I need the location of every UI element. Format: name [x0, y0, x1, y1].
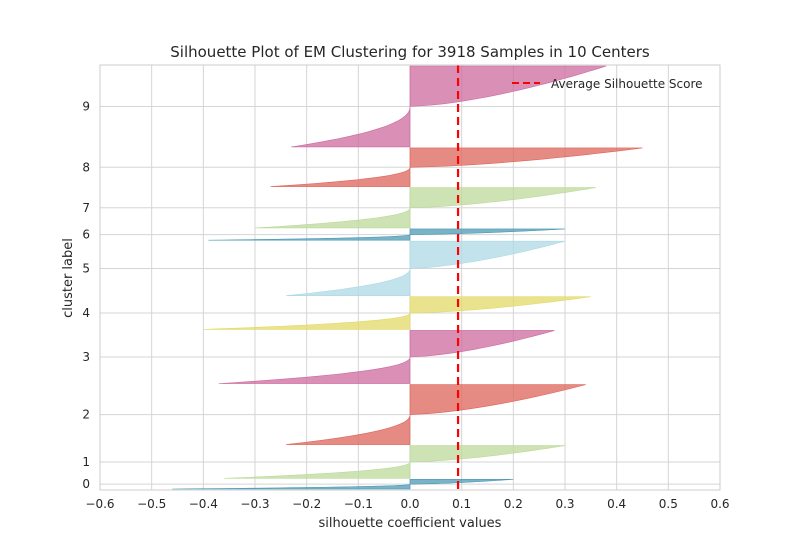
- cluster-8-silhouette: [270, 147, 643, 187]
- clusters-layer: [172, 65, 643, 490]
- y-axis-label: cluster label: [61, 238, 76, 318]
- cluster-3-silhouette: [218, 330, 555, 384]
- x-axis-label: silhouette coefficient values: [319, 516, 502, 531]
- y-tick-labels: 0 1 2 3 4 5 6 7 8 9: [82, 99, 90, 491]
- y-tick-label: 8: [82, 160, 90, 174]
- y-tick-label: 5: [82, 261, 90, 275]
- x-tick-label: −0.4: [189, 497, 218, 511]
- x-tick-label: −0.2: [292, 497, 321, 511]
- cluster-0-silhouette: [172, 479, 514, 490]
- x-tick-label: 0.2: [504, 497, 523, 511]
- y-tick-label: 9: [82, 99, 90, 113]
- cluster-1-silhouette: [223, 445, 566, 479]
- x-tick-label: 0.4: [607, 497, 626, 511]
- x-tick-label: 0.1: [452, 497, 471, 511]
- x-tick-label: −0.5: [137, 497, 166, 511]
- cluster-6-silhouette: [208, 228, 566, 241]
- y-tick-label: 0: [82, 477, 90, 491]
- x-tick-label: −0.6: [85, 497, 114, 511]
- x-tick-label: 0.6: [710, 497, 729, 511]
- cluster-5-silhouette: [285, 240, 566, 297]
- cluster-4-silhouette: [203, 296, 591, 330]
- y-tick-label: 3: [82, 350, 90, 364]
- y-tick-label: 7: [82, 201, 90, 215]
- x-tick-labels: −0.6 −0.5 −0.4 −0.3 −0.2 −0.1 0.0 0.1 0.2 0.3 0.4 0…: [85, 497, 729, 511]
- x-tick-label: −0.1: [344, 497, 373, 511]
- plot-frame: [99, 64, 721, 491]
- x-tick-label: 0.3: [555, 497, 574, 511]
- y-tick-label: 2: [82, 408, 90, 422]
- legend: Average Silhouette Score: [512, 77, 703, 91]
- x-tick-label: 0.5: [659, 497, 678, 511]
- cluster-2-silhouette: [285, 384, 586, 445]
- legend-label: Average Silhouette Score: [551, 77, 703, 91]
- y-tick-label: 1: [82, 455, 90, 469]
- cluster-9-silhouette: [291, 65, 607, 148]
- y-tick-label: 4: [82, 306, 90, 320]
- x-tick-label: 0.0: [400, 497, 419, 511]
- cluster-7-silhouette: [254, 187, 597, 229]
- chart-title: Silhouette Plot of EM Clustering for 391…: [170, 43, 650, 61]
- x-tick-label: −0.3: [240, 497, 269, 511]
- y-tick-label: 6: [82, 228, 90, 242]
